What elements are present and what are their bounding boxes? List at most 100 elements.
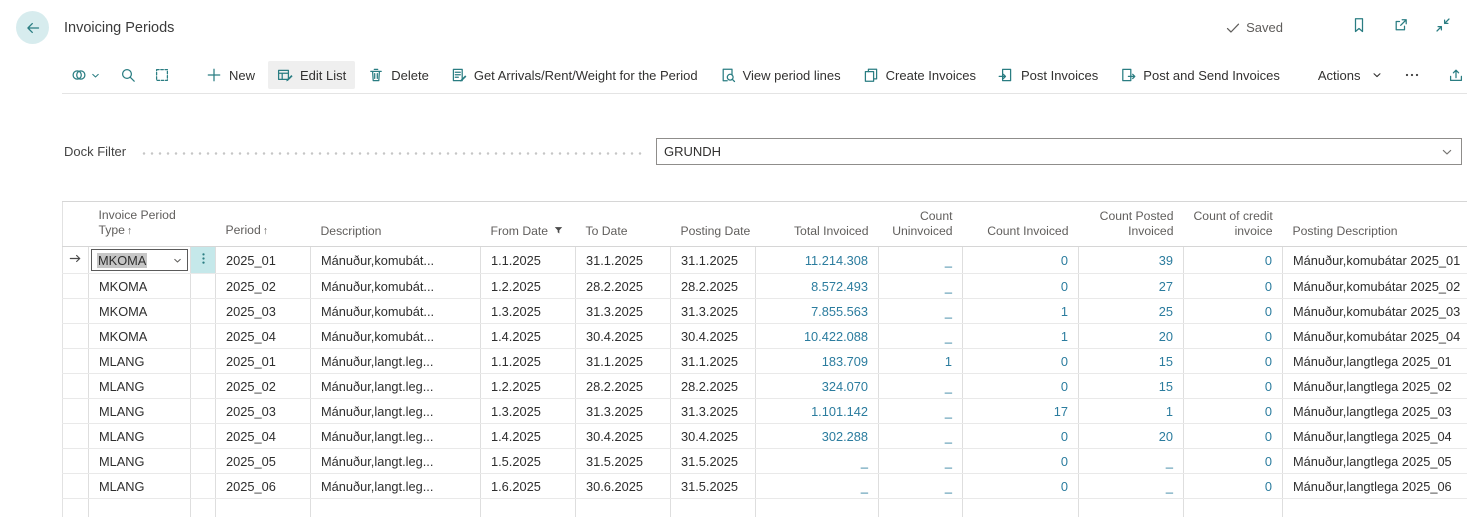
- cell-total_invoiced[interactable]: 8.572.493: [755, 273, 879, 299]
- cell-posting_date[interactable]: 31.3.2025: [670, 398, 756, 424]
- cell-count_uninvoiced[interactable]: _: [878, 298, 963, 324]
- cell-period[interactable]: 2025_04: [215, 323, 311, 349]
- cell-to_date[interactable]: 31.3.2025: [575, 298, 671, 324]
- cell-posting_date[interactable]: 31.3.2025: [670, 298, 756, 324]
- cell-count_uninvoiced[interactable]: _: [878, 246, 963, 274]
- cell-posting_description[interactable]: Mánuður,langtlega 2025_06: [1282, 473, 1467, 499]
- cell-posting_description[interactable]: Mánuður,langtlega 2025_04: [1282, 423, 1467, 449]
- cell-posting_date[interactable]: 28.2.2025: [670, 373, 756, 399]
- column-header-posting_date[interactable]: Posting Date: [670, 202, 756, 247]
- column-header-total_invoiced[interactable]: Total Invoiced: [755, 202, 879, 247]
- cell-type[interactable]: MKOMA: [88, 246, 191, 274]
- cell-count_invoiced[interactable]: 0: [962, 273, 1079, 299]
- cell-posting_date[interactable]: 31.5.2025: [670, 473, 756, 499]
- cell-count_invoiced[interactable]: 0: [962, 348, 1079, 374]
- cell-posting_description[interactable]: Mánuður,komubátar 2025_03: [1282, 298, 1467, 324]
- search-button[interactable]: [111, 63, 145, 87]
- cell-description[interactable]: Mánuður,komubát...: [310, 273, 481, 299]
- cell-count_posted[interactable]: 1: [1078, 398, 1184, 424]
- collapse-icon[interactable]: [1435, 17, 1451, 33]
- cell-description[interactable]: Mánuður,langt.leg...: [310, 398, 481, 424]
- cell-description[interactable]: Mánuður,komubát...: [310, 246, 481, 274]
- view-period-lines-button[interactable]: View period lines: [711, 61, 850, 89]
- delete-button[interactable]: Delete: [359, 61, 438, 89]
- cell-count_uninvoiced[interactable]: _: [878, 473, 963, 499]
- cell-total_invoiced[interactable]: _: [755, 448, 879, 474]
- cell-from_date[interactable]: 1.3.2025: [480, 398, 576, 424]
- cell-period[interactable]: 2025_03: [215, 398, 311, 424]
- cell-description[interactable]: Mánuður,langt.leg...: [310, 448, 481, 474]
- more-options-button[interactable]: [1395, 63, 1429, 87]
- cell-count_credit[interactable]: 0: [1183, 448, 1283, 474]
- views-button[interactable]: [62, 63, 111, 87]
- cell-count_uninvoiced[interactable]: _: [878, 423, 963, 449]
- bookmark-icon[interactable]: [1351, 17, 1367, 33]
- new-button[interactable]: New: [197, 61, 264, 89]
- cell-from_date[interactable]: 1.5.2025: [480, 448, 576, 474]
- cell-to_date[interactable]: 31.5.2025: [575, 448, 671, 474]
- column-header-count_posted[interactable]: Count Posted Invoiced: [1078, 202, 1184, 247]
- cell-count_credit[interactable]: 0: [1183, 423, 1283, 449]
- cell-count_invoiced[interactable]: 1: [962, 298, 1079, 324]
- cell-posting_description[interactable]: Mánuður,komubátar 2025_02: [1282, 273, 1467, 299]
- cell-to_date[interactable]: 31.1.2025: [575, 348, 671, 374]
- column-header-count_invoiced[interactable]: Count Invoiced: [962, 202, 1079, 247]
- cell-posting_date[interactable]: 31.1.2025: [670, 246, 756, 274]
- cell-count_credit[interactable]: 0: [1183, 246, 1283, 274]
- cell-period[interactable]: 2025_01: [215, 348, 311, 374]
- cell-count_posted[interactable]: 15: [1078, 348, 1184, 374]
- cell-period[interactable]: 2025_05: [215, 448, 311, 474]
- cell-type[interactable]: MLANG: [88, 448, 191, 474]
- get-arrivals-rent-weight-for-the-period-button[interactable]: Get Arrivals/Rent/Weight for the Period: [442, 61, 707, 89]
- cell-from_date[interactable]: 1.6.2025: [480, 473, 576, 499]
- cell-period[interactable]: 2025_02: [215, 273, 311, 299]
- cell-total_invoiced[interactable]: 1.101.142: [755, 398, 879, 424]
- cell-count_posted[interactable]: _: [1078, 473, 1184, 499]
- dock-filter-combobox[interactable]: GRUNDH: [656, 138, 1462, 165]
- cell-from_date[interactable]: 1.1.2025: [480, 246, 576, 274]
- cell-period[interactable]: 2025_04: [215, 423, 311, 449]
- cell-count_invoiced[interactable]: 0: [962, 373, 1079, 399]
- back-button[interactable]: [16, 11, 49, 44]
- cell-total_invoiced[interactable]: 7.855.563: [755, 298, 879, 324]
- cell-total_invoiced[interactable]: 10.422.088: [755, 323, 879, 349]
- cell-description[interactable]: Mánuður,langt.leg...: [310, 348, 481, 374]
- column-header-period[interactable]: Period ↑: [215, 202, 311, 247]
- cell-posting_description[interactable]: Mánuður,langtlega 2025_01: [1282, 348, 1467, 374]
- cell-from_date[interactable]: 1.2.2025: [480, 273, 576, 299]
- cell-type[interactable]: MLANG: [88, 398, 191, 424]
- post-and-send-invoices-button[interactable]: Post and Send Invoices: [1111, 61, 1289, 89]
- column-header-from_date[interactable]: From Date: [480, 202, 576, 247]
- cell-count_invoiced[interactable]: 0: [962, 423, 1079, 449]
- cell-posting_description[interactable]: Mánuður,komubátar 2025_04: [1282, 323, 1467, 349]
- cell-total_invoiced[interactable]: 324.070: [755, 373, 879, 399]
- cell-count_posted[interactable]: _: [1078, 448, 1184, 474]
- cell-to_date[interactable]: 28.2.2025: [575, 373, 671, 399]
- cell-to_date[interactable]: 30.4.2025: [575, 423, 671, 449]
- cell-period[interactable]: 2025_01: [215, 246, 311, 274]
- cell-period[interactable]: 2025_06: [215, 473, 311, 499]
- cell-count_invoiced[interactable]: 0: [962, 448, 1079, 474]
- cell-posting_date[interactable]: 28.2.2025: [670, 273, 756, 299]
- cell-posting_description[interactable]: Mánuður,langtlega 2025_03: [1282, 398, 1467, 424]
- cell-to_date[interactable]: 31.3.2025: [575, 398, 671, 424]
- cell-count_uninvoiced[interactable]: _: [878, 373, 963, 399]
- cell-posting_date[interactable]: 31.1.2025: [670, 348, 756, 374]
- cell-total_invoiced[interactable]: _: [755, 473, 879, 499]
- cell-count_credit[interactable]: 0: [1183, 398, 1283, 424]
- cell-total_invoiced[interactable]: 302.288: [755, 423, 879, 449]
- cell-description[interactable]: Mánuður,langt.leg...: [310, 423, 481, 449]
- cell-type[interactable]: MLANG: [88, 423, 191, 449]
- column-header-type[interactable]: Invoice Period Type ↑: [88, 202, 191, 247]
- cell-posting_date[interactable]: 31.5.2025: [670, 448, 756, 474]
- cell-count_credit[interactable]: 0: [1183, 348, 1283, 374]
- cell-count_credit[interactable]: 0: [1183, 323, 1283, 349]
- cell-total_invoiced[interactable]: 183.709: [755, 348, 879, 374]
- cell-from_date[interactable]: 1.4.2025: [480, 423, 576, 449]
- cell-to_date[interactable]: 30.4.2025: [575, 323, 671, 349]
- cell-count_invoiced[interactable]: 0: [962, 246, 1079, 274]
- cell-description[interactable]: Mánuður,komubát...: [310, 323, 481, 349]
- cell-count_uninvoiced[interactable]: _: [878, 398, 963, 424]
- cell-count_invoiced[interactable]: 17: [962, 398, 1079, 424]
- edit-list-button[interactable]: Edit List: [268, 61, 356, 89]
